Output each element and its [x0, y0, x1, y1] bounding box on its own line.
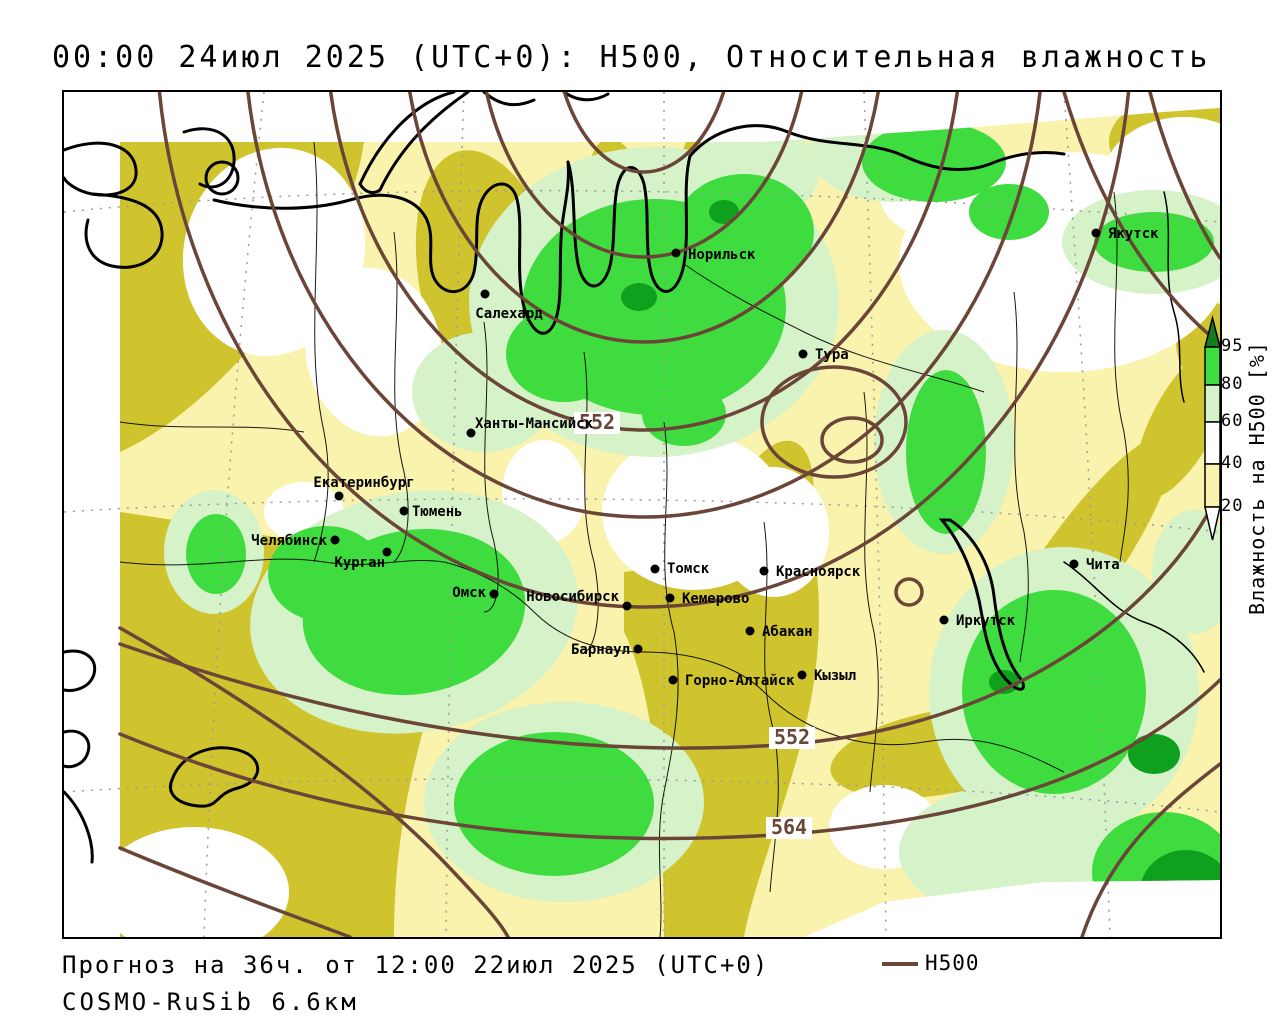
city-dot: [665, 593, 675, 603]
forecast-caption: Прогноз на 36ч. от 12:00 22июл 2025 (UTC…: [62, 951, 770, 979]
contour-label-box: [769, 727, 815, 749]
city-markers: Норильск Салехард Тура Якутск Ханты-Мансийск…: [251, 226, 1159, 689]
city-label: Норильск: [688, 247, 756, 263]
city-dot: [1091, 228, 1101, 238]
city-label: Кызыл: [814, 668, 856, 684]
colorbar-arrow-down: [1204, 506, 1220, 541]
page-title: 00:00 24июл 2025 (UTC+0): H500, Относите…: [52, 40, 1211, 75]
colorbar-axis-label: Влажность на H500 [%]: [1245, 341, 1269, 615]
city-dot: [334, 491, 344, 501]
city-dot: [759, 566, 769, 576]
graticule: [64, 92, 1220, 937]
city-dot: [745, 626, 755, 636]
coastlines: [64, 92, 1205, 864]
city-label: Тюмень: [412, 504, 463, 520]
city-dot: [650, 564, 660, 574]
city-dot: [1069, 559, 1079, 569]
city-dot: [480, 289, 490, 299]
city-label: Чита: [1086, 557, 1120, 573]
city-dot: [671, 248, 681, 258]
colorbar-tick-95: 95: [1221, 336, 1244, 356]
contour-label-box: [574, 412, 620, 434]
city-label: Омск: [452, 585, 486, 601]
map-canvas: 552 552 564 Норильск Салехард Тура Якутск Хант…: [64, 92, 1220, 937]
colorbar: [1204, 315, 1220, 541]
city-label: Курган: [334, 555, 385, 571]
city-label: Новосибирск: [526, 589, 619, 605]
city-dot: [668, 675, 678, 685]
model-caption: COSMO-RuSib 6.6км: [62, 988, 359, 1016]
city-label: Ханты-Мансийск: [475, 416, 594, 432]
city-label: Красноярск: [776, 564, 861, 580]
h500-legend-line: [882, 962, 918, 966]
city-dot: [330, 535, 340, 545]
colorbar-tick-20: 20: [1221, 496, 1244, 516]
contour-label-box: [766, 817, 812, 839]
h500-legend-label: H500: [925, 951, 980, 975]
humidity-field: [120, 108, 1220, 937]
city-dot: [399, 506, 409, 516]
city-label: Челябинск: [251, 533, 327, 549]
city-label: Иркутск: [956, 613, 1016, 629]
city-label: Горно-Алтайск: [685, 673, 795, 689]
city-dot: [622, 601, 632, 611]
weather-map: 552 552 564 Норильск Салехард Тура Якутск Хант…: [62, 90, 1222, 939]
city-label: Салехард: [475, 306, 543, 322]
city-dot: [382, 547, 392, 557]
colorbar-tick-80: 80: [1221, 374, 1244, 394]
contour-label: 564: [771, 815, 807, 839]
h500-contours: [118, 92, 1220, 937]
city-dot: [489, 589, 499, 599]
city-dot: [939, 615, 949, 625]
city-label: Тура: [815, 347, 849, 363]
city-dot: [797, 670, 807, 680]
contour-labels: 552 552 564: [574, 410, 815, 839]
city-label: Кемерово: [682, 591, 749, 607]
city-dot: [466, 428, 476, 438]
contour-label: 552: [579, 410, 615, 434]
colorbar-tick-40: 40: [1221, 453, 1244, 473]
city-dot: [798, 349, 808, 359]
city-dot: [633, 644, 643, 654]
city-label: Барнаул: [571, 642, 630, 658]
city-label: Екатеринбург: [313, 475, 414, 491]
contour-label: 552: [774, 725, 810, 749]
colorbar-tick-60: 60: [1221, 411, 1244, 431]
city-label: Томск: [667, 561, 710, 577]
city-label: Абакан: [762, 624, 813, 640]
city-label: Якутск: [1108, 226, 1159, 242]
